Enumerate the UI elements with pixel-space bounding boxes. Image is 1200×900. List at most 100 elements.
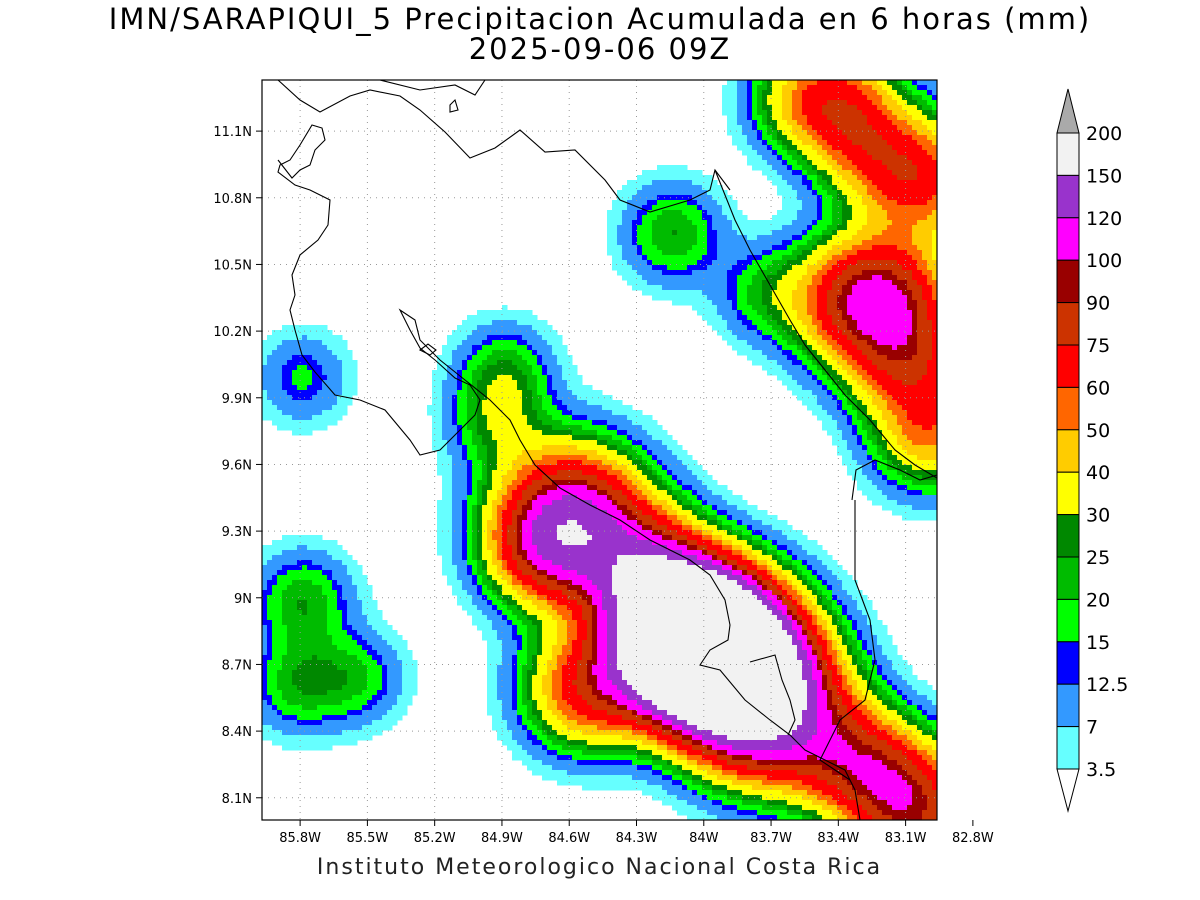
precip-cell [702,175,708,181]
precip-cell [742,285,748,291]
precip-cell [782,190,788,196]
precip-cell [777,345,783,351]
precip-cell [732,220,738,226]
precip-cell [782,250,788,256]
precip-cell [627,260,633,266]
precip-cell [702,270,708,276]
precip-cell [837,425,843,431]
precip-cell [462,430,468,436]
precip-cell [812,185,818,191]
precip-cell [912,255,918,261]
precip-cell [762,155,768,161]
precip-cell [882,255,888,261]
precip-cell [437,355,443,361]
precip-cell [792,335,798,341]
precip-cell [732,275,738,281]
precip-cell [897,175,903,181]
precip-cell [592,410,598,416]
precip-cell [452,335,458,341]
precip-cell [672,225,678,231]
precip-cell [852,125,858,131]
precip-cell [317,380,323,386]
precip-cell [777,310,783,316]
precip-cell [782,200,788,206]
precip-cell [502,470,508,476]
precip-cell [502,330,508,336]
precip-cell [857,330,863,336]
precip-cell [907,470,913,476]
precip-cell [817,365,823,371]
precip-cell [287,395,293,401]
precip-cell [512,380,518,386]
precip-cell [642,210,648,216]
precip-cell [767,285,773,291]
precip-cell [877,220,883,226]
precip-cell [647,420,653,426]
precip-cell [932,150,937,156]
precip-cell [652,200,658,206]
precip-cell [267,360,273,366]
precip-cell [787,95,793,101]
precip-cell [867,445,873,451]
precip-cell [672,275,678,281]
precip-cell [567,445,573,451]
precip-cell [832,160,838,166]
precip-cell [817,115,823,121]
precip-cell [547,440,553,446]
precip-cell [522,365,528,371]
precip-cell [882,315,888,321]
precip-cell [572,465,578,471]
precip-cell [932,210,937,216]
precip-cell [852,465,858,471]
precip-cell [892,420,898,426]
precip-cell [852,235,858,241]
precip-cell [602,415,608,421]
precip-cell [787,235,793,241]
precip-cell [807,200,813,206]
precip-cell [787,290,793,296]
precip-cell [572,475,578,481]
precip-cell [292,400,298,406]
precip-cell [932,145,937,151]
precip-cell [502,445,508,451]
precip-cell [777,95,783,101]
precip-cell [632,465,638,471]
precip-cell [747,330,753,336]
precip-cell [677,450,683,456]
precip-cell [817,285,823,291]
precip-cell [487,405,493,411]
precip-cell [862,285,868,291]
precip-cell [802,290,808,296]
precip-cell [507,445,513,451]
precip-cell [472,400,478,406]
precip-cell [812,295,818,301]
precip-cell [697,210,703,216]
precip-cell [682,245,688,251]
precip-cell [862,335,868,341]
precip-cell [872,350,878,356]
precip-cell [752,130,758,136]
precip-cell [807,95,813,101]
precip-cell [852,240,858,246]
precip-cell [452,465,458,471]
precip-cell [832,95,838,101]
precip-cell [537,415,543,421]
precip-cell [342,410,348,416]
precip-cell [762,360,768,366]
precip-cell [762,240,768,246]
precip-cell [862,265,868,271]
precip-cell [772,330,778,336]
precip-cell [567,360,573,366]
precip-cell [867,350,873,356]
precip-cell [522,310,528,316]
precip-cell [712,260,718,266]
precip-cell [637,455,643,461]
precip-cell [882,365,888,371]
precip-cell [752,335,758,341]
precip-cell [667,290,673,296]
precip-cell [327,330,333,336]
precip-cell [797,290,803,296]
precip-cell [897,430,903,436]
precip-cell [822,300,828,306]
precip-cell [787,160,793,166]
